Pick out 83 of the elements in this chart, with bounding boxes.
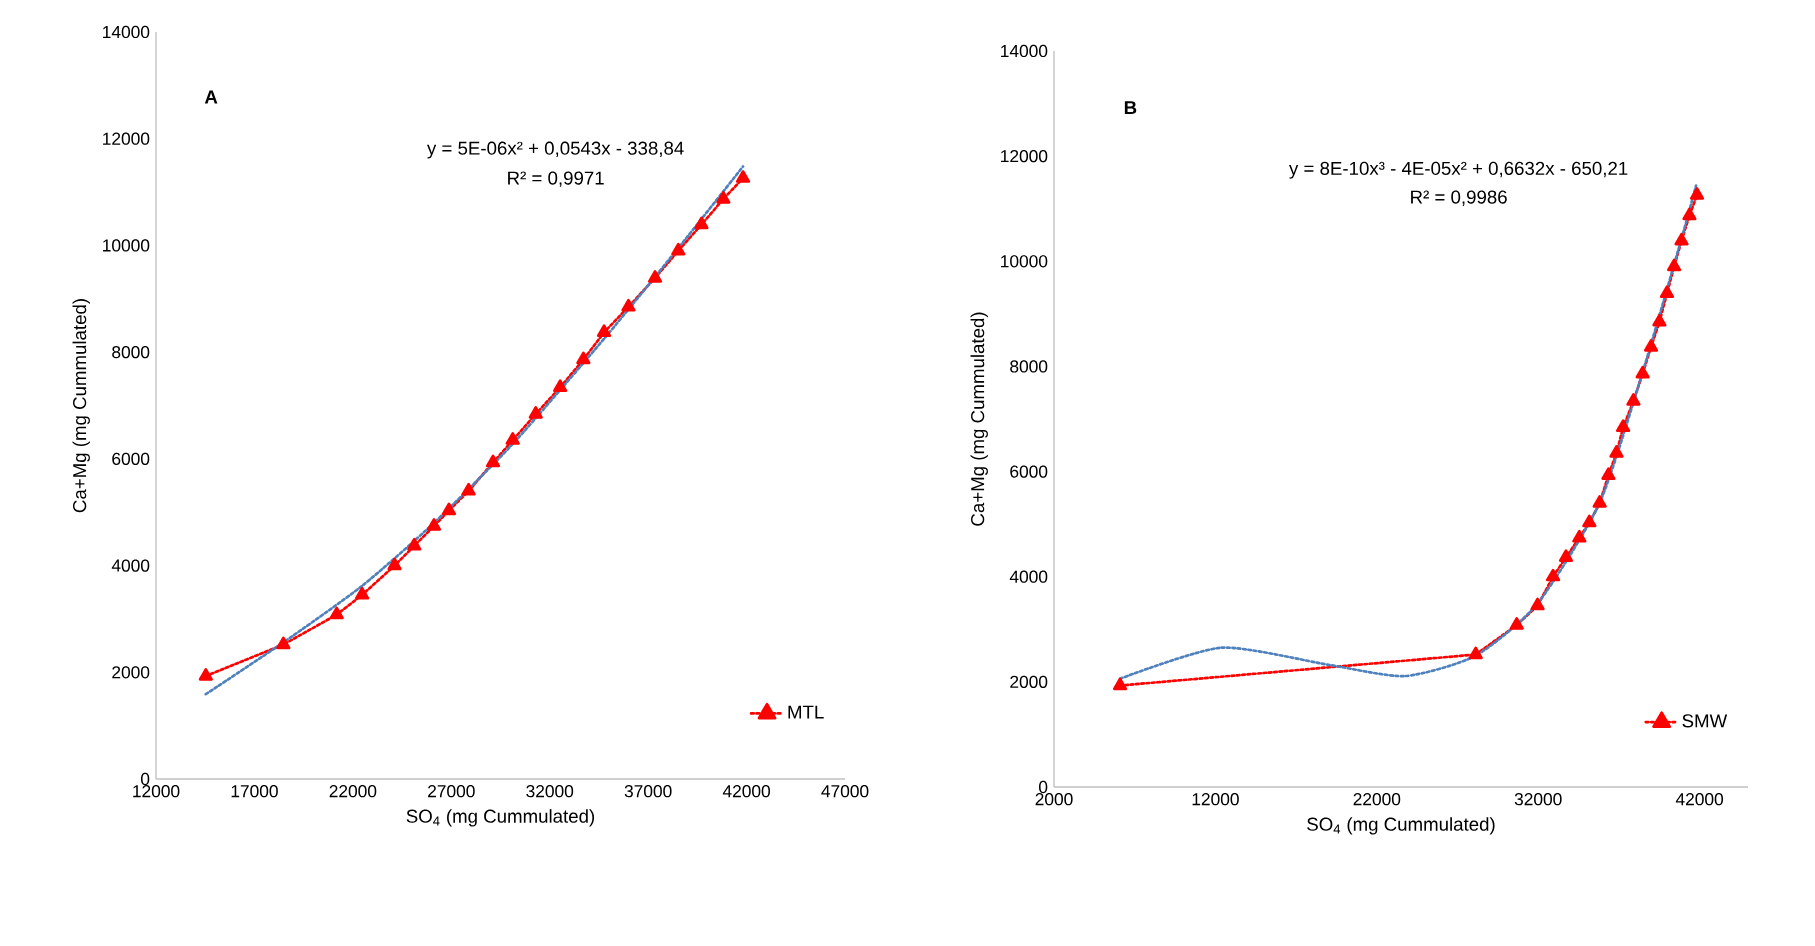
x-tick-label: 32000 bbox=[526, 785, 574, 798]
point bbox=[407, 537, 422, 551]
point bbox=[1652, 313, 1667, 327]
legend-label: SMW bbox=[1682, 714, 1728, 728]
y-tick-label: 6000 bbox=[1010, 465, 1048, 478]
annotation: y = 8E-10x³ - 4E-05x² + 0,6632x - 650,21 bbox=[1289, 161, 1628, 179]
point bbox=[1545, 568, 1561, 582]
point bbox=[1615, 419, 1631, 433]
y-tick-label: 0 bbox=[140, 772, 150, 786]
point bbox=[1572, 529, 1587, 543]
x-tick-label: 12000 bbox=[133, 785, 180, 798]
point bbox=[1582, 514, 1597, 528]
point bbox=[198, 668, 213, 681]
y-tick-label: 12000 bbox=[103, 132, 150, 145]
annotation: y = 5E-06x² + 0,0543x - 338,84 bbox=[426, 141, 684, 159]
y-tick-label: 0 bbox=[1039, 780, 1048, 794]
point bbox=[329, 606, 344, 620]
point bbox=[1530, 597, 1545, 611]
x-tick-label: 22000 bbox=[1353, 793, 1401, 806]
x-tick-label: 42000 bbox=[1675, 793, 1724, 806]
point bbox=[1468, 646, 1483, 660]
point bbox=[1635, 365, 1650, 379]
y-tick-label: 12000 bbox=[1001, 149, 1048, 163]
x-tick-label: 17000 bbox=[231, 785, 278, 798]
point bbox=[426, 518, 442, 531]
point bbox=[461, 482, 476, 496]
x-tick-label: 37000 bbox=[624, 785, 672, 798]
point bbox=[716, 190, 731, 204]
point bbox=[355, 586, 370, 600]
point bbox=[1601, 467, 1616, 480]
y-tick-label: 14000 bbox=[103, 25, 150, 39]
x-tick-label: 42000 bbox=[722, 785, 770, 798]
x-tick-label: 32000 bbox=[1514, 793, 1562, 806]
y-tick-label: 10000 bbox=[103, 239, 150, 252]
y-tick-label: 2000 bbox=[112, 666, 150, 679]
y-axis-title: Ca+Mg (mg Cummulated) bbox=[970, 312, 988, 526]
point bbox=[694, 216, 709, 230]
x-tick-label: 47000 bbox=[821, 785, 869, 798]
point bbox=[647, 269, 663, 283]
y-tick-label: 6000 bbox=[112, 452, 150, 465]
point bbox=[1558, 549, 1574, 562]
point bbox=[1643, 338, 1659, 352]
point bbox=[387, 557, 402, 571]
y-tick-label: 8000 bbox=[1010, 360, 1048, 373]
point bbox=[576, 351, 591, 365]
y-tick-label: 14000 bbox=[1001, 44, 1048, 58]
y-tick-label: 2000 bbox=[1010, 675, 1048, 688]
annotation: A bbox=[204, 90, 218, 104]
point bbox=[1112, 677, 1128, 691]
x-axis-title: SO$_{4}$ (mg Cummulated) bbox=[406, 809, 595, 827]
y-tick-label: 4000 bbox=[1009, 570, 1048, 583]
point bbox=[735, 170, 751, 183]
x-tick-label: 22000 bbox=[329, 785, 377, 798]
point bbox=[1592, 495, 1607, 508]
x-tick-label: 2000 bbox=[1035, 793, 1073, 806]
point bbox=[441, 502, 457, 516]
annotation: R² = 0,9971 bbox=[508, 171, 604, 187]
point bbox=[1674, 232, 1689, 246]
y-tick-label: 10000 bbox=[1001, 255, 1048, 268]
point bbox=[1509, 617, 1524, 630]
point bbox=[1659, 285, 1675, 299]
point bbox=[505, 432, 520, 445]
legend-label: MTL bbox=[788, 705, 824, 719]
point bbox=[1609, 445, 1624, 458]
y-axis-title: Ca+Mg (mg Cummulated) bbox=[72, 299, 90, 513]
x-tick-label: 27000 bbox=[428, 785, 475, 798]
point bbox=[553, 379, 568, 393]
annotation: R² = 0,9986 bbox=[1411, 190, 1507, 206]
point bbox=[1626, 393, 1641, 406]
point bbox=[596, 324, 612, 338]
point bbox=[528, 406, 543, 419]
point bbox=[1689, 187, 1705, 200]
y-tick-label: 8000 bbox=[112, 346, 150, 359]
point bbox=[1666, 258, 1682, 272]
point bbox=[671, 242, 686, 256]
annotation: B bbox=[1124, 101, 1137, 115]
point bbox=[276, 636, 291, 650]
x-axis-title: SO$_{4}$ (mg Cummulated) bbox=[1307, 817, 1495, 835]
point bbox=[485, 454, 501, 468]
x-tick-label: 12000 bbox=[1192, 793, 1239, 806]
y-tick-label: 4000 bbox=[111, 559, 150, 572]
point bbox=[621, 298, 636, 312]
point bbox=[1682, 207, 1697, 221]
